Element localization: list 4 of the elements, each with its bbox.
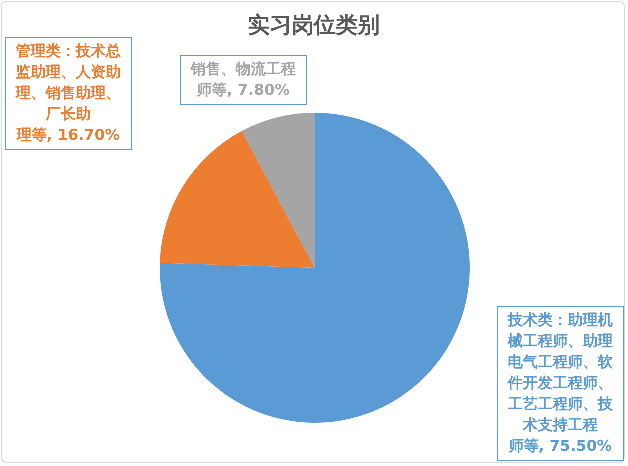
slice-label: 销售、物流工程师等, 7.80% (180, 55, 307, 105)
slice-label: 技术类：助理机械工程师、助理电气工程师、软件开发工程师、工艺工程师、技术支持工程师等, 75.50% (497, 306, 624, 461)
slice-label: 管理类：技术总监助理、人资助理、销售助理、厂长助理等, 16.70% (5, 37, 132, 150)
chart-title: 实习岗位类别 (248, 12, 380, 38)
